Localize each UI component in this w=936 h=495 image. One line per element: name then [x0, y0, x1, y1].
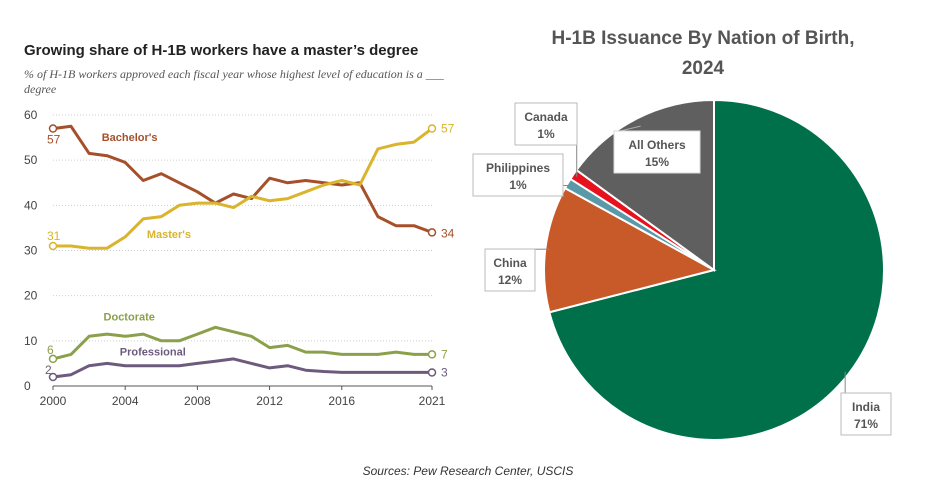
series-line-bachelors	[52, 124, 433, 234]
series-start-marker	[48, 241, 58, 251]
leader-line	[619, 125, 641, 132]
x-tick-label: 2021	[419, 394, 446, 408]
pie-chart-title-line-2: 2024	[681, 58, 725, 79]
series-start-marker	[48, 124, 58, 133]
series-start-label: 6	[47, 343, 54, 357]
slice-category-label: All Others	[628, 138, 686, 152]
line-chart-panel: Growing share of H-1B workers have a mas…	[0, 0, 470, 430]
slice-value-label: 71%	[854, 417, 878, 431]
series-end-label: 3	[441, 365, 448, 379]
slice-label-box	[840, 392, 892, 436]
series-name-label: Professional	[120, 347, 186, 359]
line-chart: 0 10 20 30 40 50 60 2000 2004 2008 2012 2016 2021 57 3…	[24, 108, 455, 408]
line-chart-title: Growing share of H-1B workers have a mas…	[24, 42, 419, 59]
y-tick-label: 20	[24, 289, 38, 303]
y-tick-label: 0	[24, 379, 31, 393]
series-line-doctorate	[52, 325, 432, 361]
x-tick-label: 2008	[184, 394, 211, 408]
slice-value-label: 12%	[498, 273, 522, 287]
series-start-label: 2	[45, 363, 52, 377]
source-note: Sources: Pew Research Center, USCIS	[362, 464, 574, 478]
y-tick-label: 30	[24, 244, 38, 258]
pie-chart-title-line-1: H-1B Issuance By Nation of Birth,	[551, 28, 855, 49]
slice-value-label: 1%	[509, 178, 527, 192]
slice-category-label: Canada	[524, 110, 568, 124]
series-name-label: Doctorate	[104, 312, 155, 324]
slice-label-box	[514, 102, 578, 146]
x-tick-label: 2004	[112, 394, 139, 408]
series-name-label: Master's	[147, 229, 191, 241]
y-tick-label: 60	[24, 108, 38, 122]
y-tick-label: 40	[24, 198, 38, 212]
x-tick-label: 2012	[256, 394, 283, 408]
series-end-marker	[427, 368, 437, 377]
series-end-label: 34	[441, 226, 455, 240]
pie-chart: India 71% China 12% Philippines 1% Canada 1% All…	[472, 98, 892, 441]
slice-category-label: Philippines	[486, 161, 550, 175]
series-start-marker	[48, 354, 58, 364]
series-start-label: 31	[47, 229, 61, 243]
line-chart-subtitle: % of H-1B workers approved each fiscal y…	[24, 67, 444, 96]
series-end-marker	[427, 228, 437, 237]
slice-label-box	[472, 153, 564, 197]
pie-chart-panel: H-1B Issuance By Nation of Birth, 2024 I…	[470, 0, 936, 460]
series-start-label: 57	[47, 133, 61, 147]
slice-category-label: India	[852, 400, 880, 414]
slice-category-label: China	[493, 256, 527, 270]
y-tick-label: 50	[24, 153, 38, 167]
series-end-label: 57	[441, 122, 455, 136]
slice-value-label: 1%	[537, 127, 555, 141]
series-start-marker	[48, 372, 58, 382]
y-tick-label: 10	[24, 334, 38, 348]
x-tick-label: 2000	[40, 394, 67, 408]
pie-slice-india	[548, 98, 885, 441]
series-line-masters	[53, 127, 433, 250]
series-end-marker	[427, 350, 437, 359]
slice-label-box	[613, 130, 701, 174]
x-tick-label: 2016	[328, 394, 355, 408]
series-name-label: Bachelor's	[102, 132, 158, 144]
pie-chart-title: H-1B Issuance By Nation of Birth, 2024	[470, 24, 936, 84]
slice-label-box	[484, 248, 536, 292]
slice-value-label: 15%	[645, 155, 669, 169]
series-line-professional	[52, 357, 432, 379]
series-end-marker	[427, 124, 437, 133]
series-end-label: 7	[441, 347, 448, 361]
